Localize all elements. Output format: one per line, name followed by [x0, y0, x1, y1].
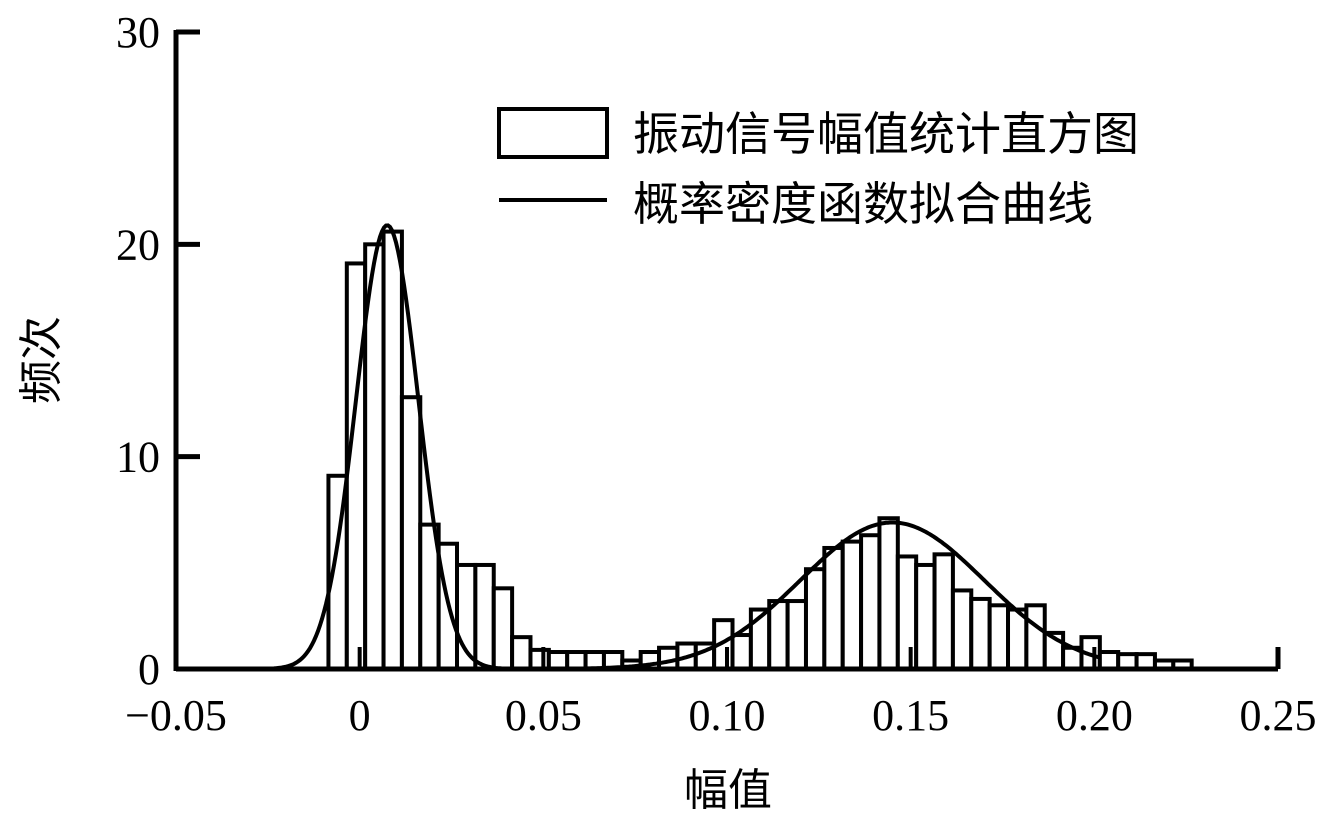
y-axis-title: 频次 — [16, 316, 67, 404]
y-tick-label: 30 — [116, 8, 160, 57]
histogram-bar — [950, 588, 974, 671]
histogram-bar — [803, 567, 827, 671]
histogram-bars — [326, 229, 1194, 672]
x-axis-label: 幅值 — [684, 765, 772, 813]
histogram-bar — [969, 596, 992, 671]
histogram-bar — [546, 650, 570, 671]
histogram-bar — [895, 554, 919, 671]
histogram-bar — [914, 562, 937, 671]
y-axis-label: 频次 — [16, 316, 67, 404]
histogram-bar — [767, 599, 790, 672]
x-tick-label: 0 — [349, 691, 371, 740]
x-tick-label: 0.10 — [689, 691, 766, 740]
x-tick-label: 0.20 — [1056, 691, 1133, 740]
histogram-bar — [399, 395, 423, 671]
x-tick-label: 0.15 — [872, 691, 949, 740]
histogram-bar — [840, 539, 864, 671]
histogram-bar — [1097, 650, 1121, 671]
legend-label-curve: 概率密度函数拟合曲线 — [633, 177, 1093, 231]
legend-bar-swatch — [497, 107, 609, 159]
x-tick-label: 0.25 — [1240, 691, 1317, 740]
histogram-bar — [381, 229, 404, 672]
histogram-bar — [730, 633, 753, 672]
axes — [173, 29, 1281, 672]
histogram-bar — [491, 586, 515, 672]
histogram-bar — [785, 599, 808, 672]
histogram-bar — [1024, 603, 1047, 671]
histogram-bar — [565, 650, 588, 671]
x-tick-label: −0.05 — [125, 691, 227, 740]
histogram-bar — [987, 603, 1011, 671]
histogram-bar — [822, 545, 845, 671]
y-tick-label: 20 — [116, 220, 160, 269]
histogram-bar — [877, 516, 900, 672]
histogram-bar — [510, 635, 533, 672]
legend-label-histogram: 振动信号幅值统计直方图 — [633, 107, 1139, 161]
histogram-bar — [932, 552, 955, 672]
x-tick-label: 0.05 — [505, 691, 582, 740]
y-tick-label: 10 — [116, 433, 160, 482]
legend: 振动信号幅值统计直方图 概率密度函数拟合曲线 — [497, 107, 1139, 231]
histogram-bar — [859, 533, 882, 671]
pdf-fit-curve — [269, 223, 1101, 671]
y-tick-label: 0 — [138, 645, 160, 694]
histogram-bar — [473, 562, 496, 671]
histogram-bar — [528, 647, 551, 672]
